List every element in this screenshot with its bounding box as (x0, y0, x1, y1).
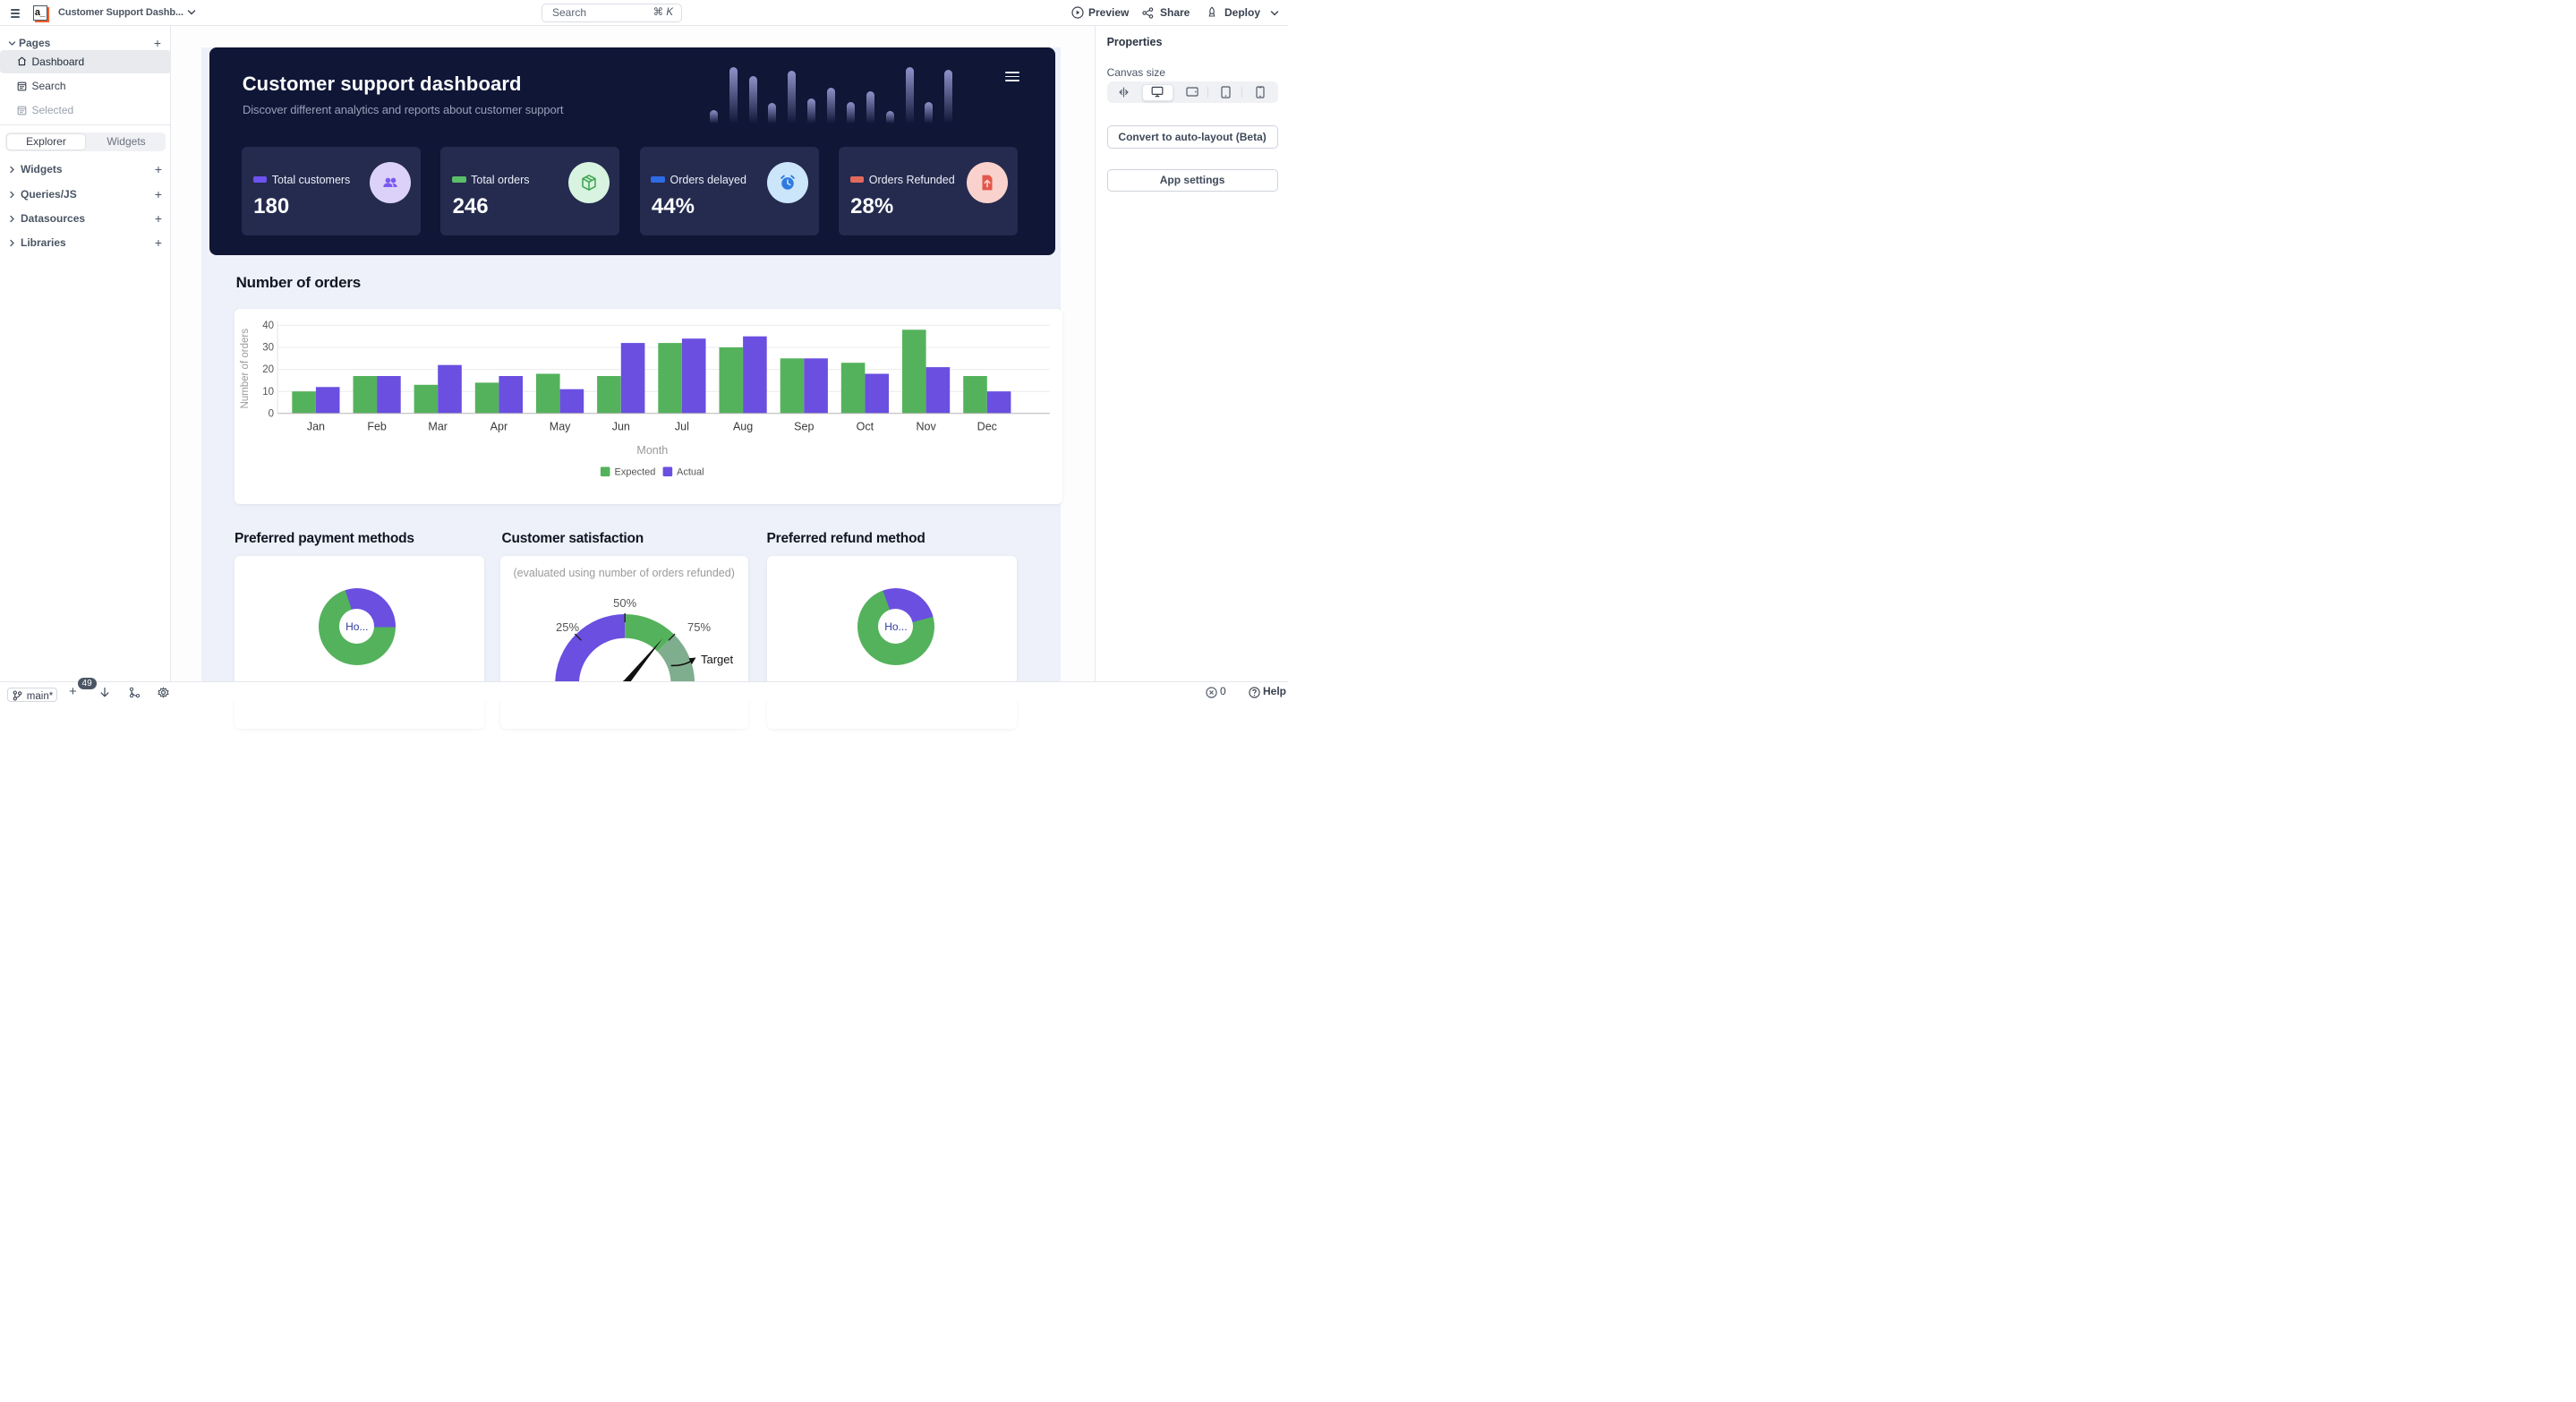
svg-text:75%: 75% (687, 620, 711, 634)
svg-text:20: 20 (262, 364, 274, 375)
svg-text:Actual: Actual (677, 467, 704, 478)
svg-text:Mar: Mar (428, 421, 448, 433)
svg-text:25%: 25% (556, 620, 579, 634)
svg-text:0: 0 (268, 409, 273, 420)
svg-text:Jun: Jun (612, 421, 630, 433)
svg-text:Jul: Jul (675, 421, 689, 433)
svg-text:10: 10 (262, 387, 274, 398)
svg-text:Expected: Expected (614, 467, 655, 478)
svg-text:Aug: Aug (733, 421, 753, 433)
svg-text:30: 30 (262, 343, 274, 354)
svg-text:Jan: Jan (307, 421, 325, 433)
svg-text:Feb: Feb (367, 421, 387, 433)
svg-text:40: 40 (262, 321, 274, 331)
svg-text:May: May (550, 421, 571, 433)
svg-text:Target: Target (701, 653, 734, 666)
svg-text:50%: 50% (613, 596, 636, 610)
svg-text:Month: Month (636, 444, 668, 457)
svg-text:Dec: Dec (977, 421, 997, 433)
svg-text:Number of orders: Number of orders (240, 329, 251, 409)
svg-text:Apr: Apr (490, 421, 508, 433)
svg-text:Oct: Oct (857, 421, 874, 433)
svg-text:Sep: Sep (794, 421, 814, 433)
svg-text:Nov: Nov (916, 421, 936, 433)
